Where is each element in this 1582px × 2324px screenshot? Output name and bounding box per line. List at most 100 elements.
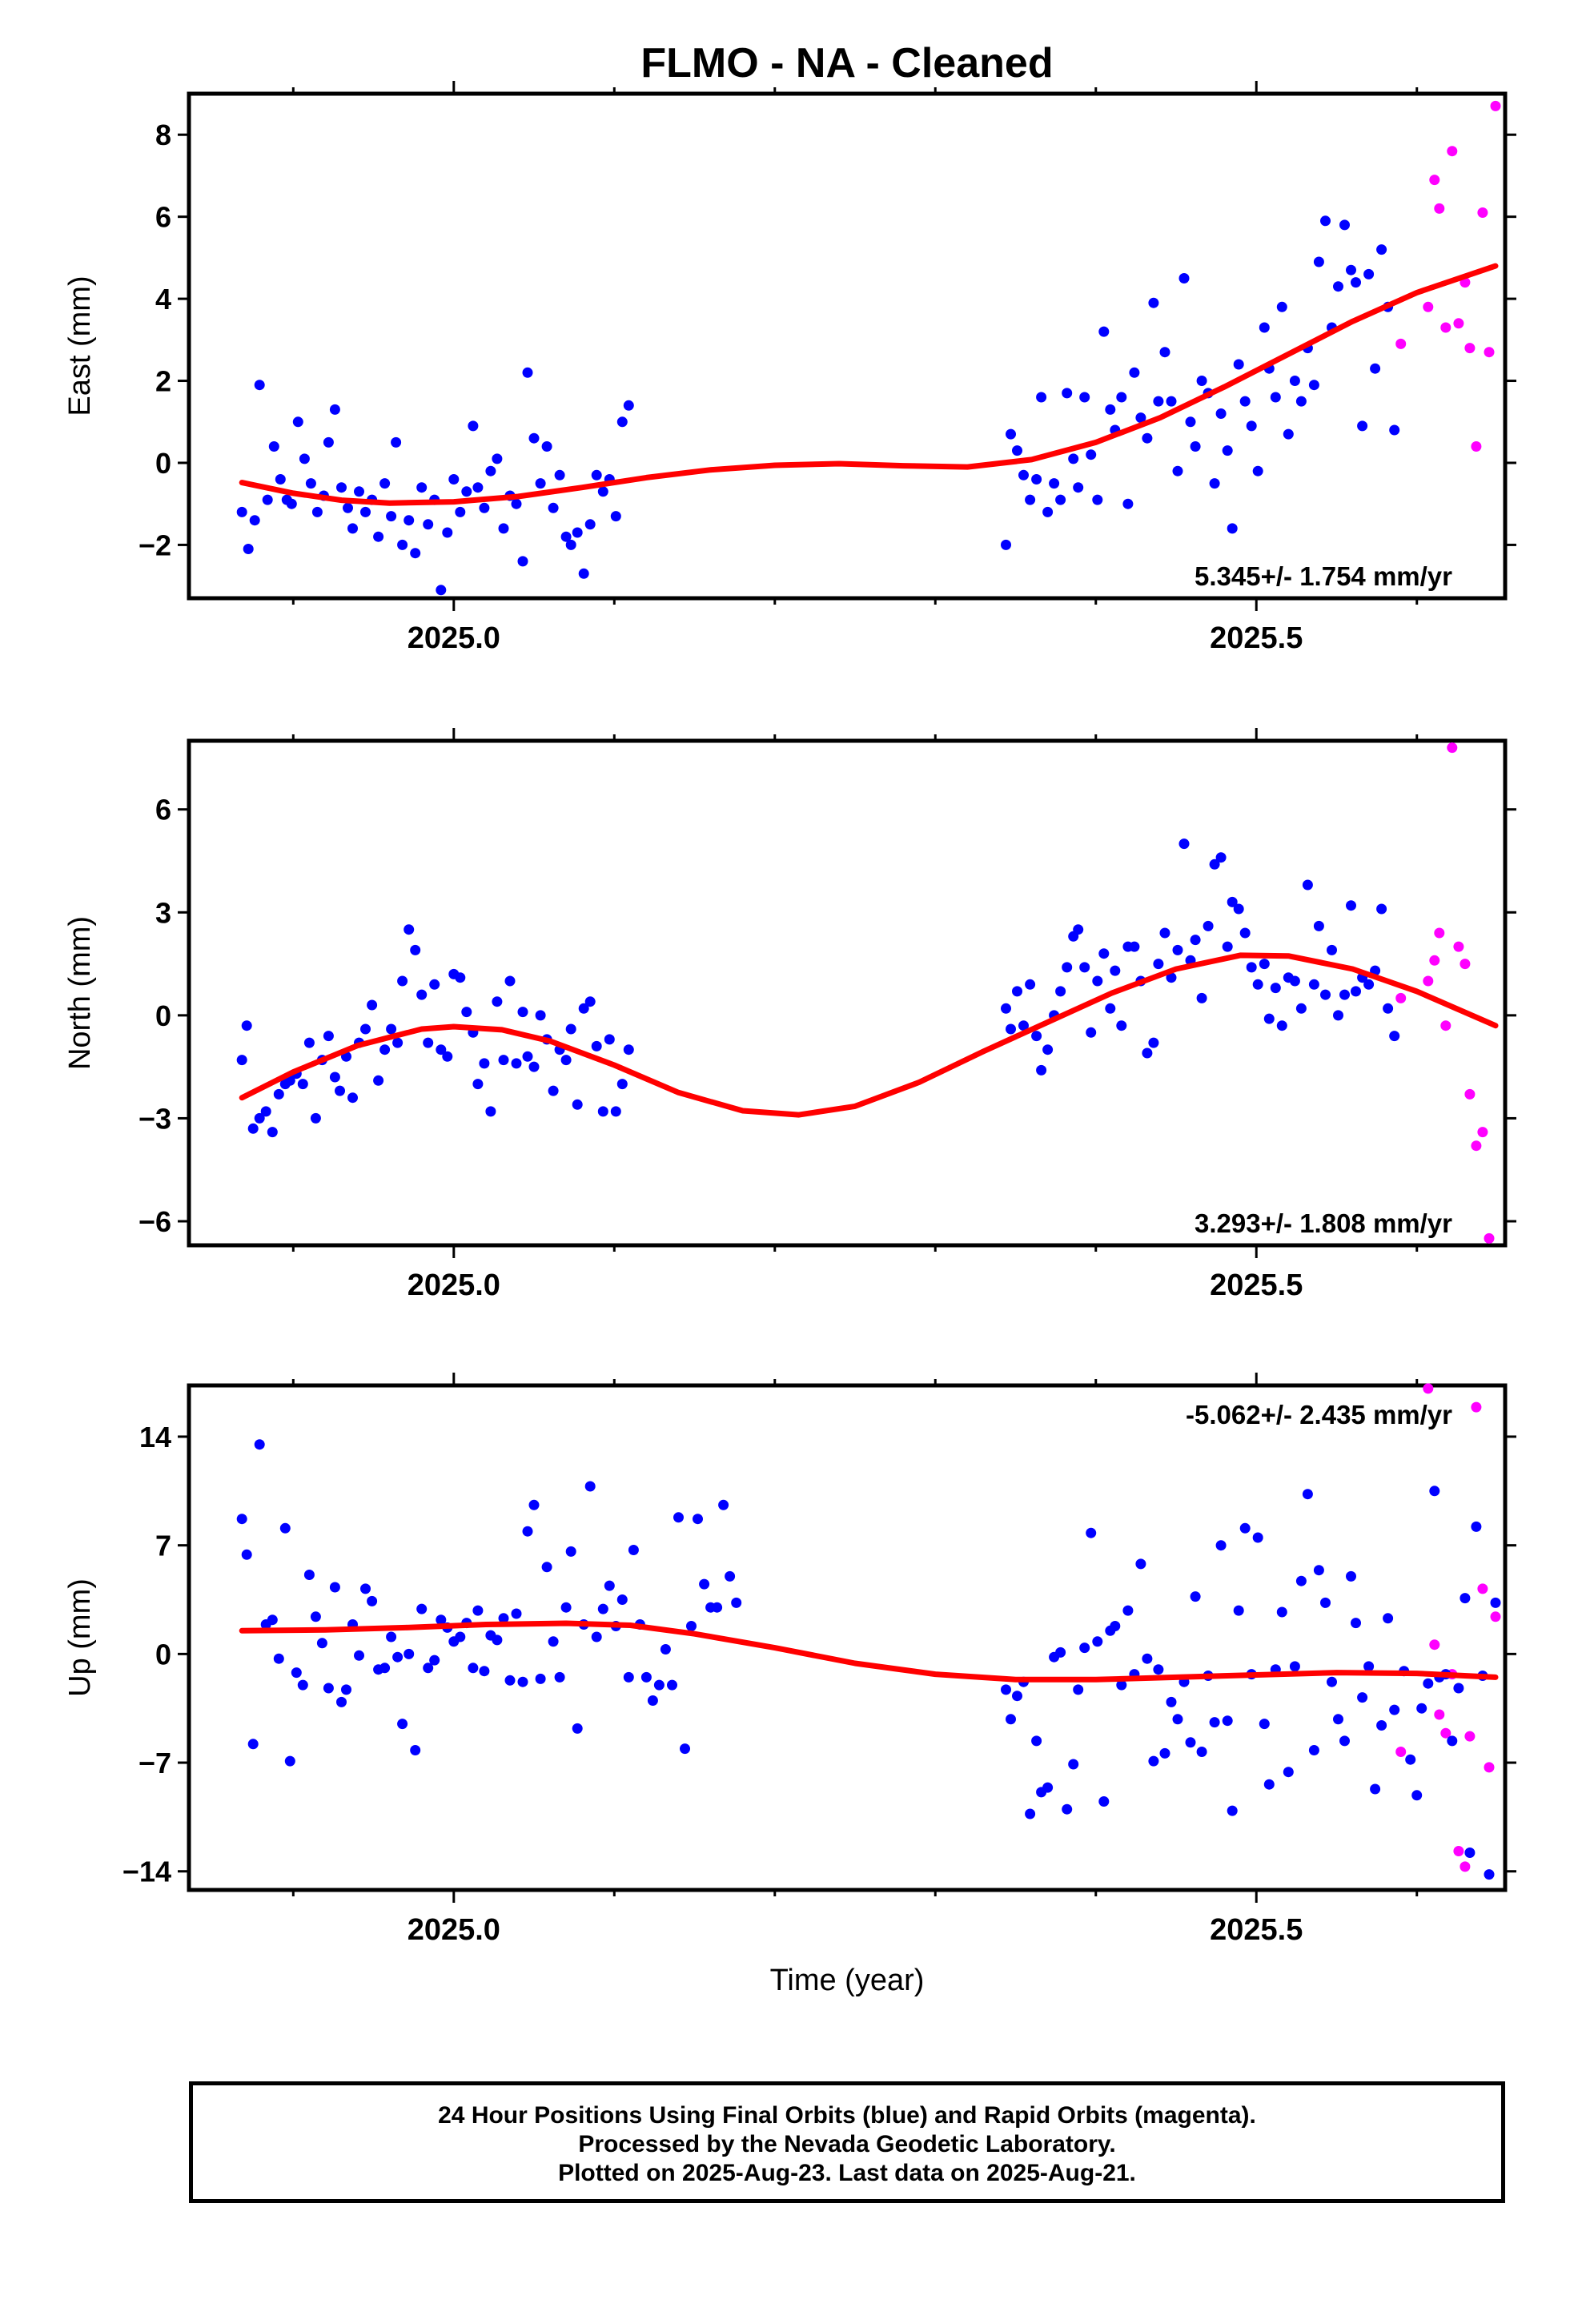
rapid-point — [1434, 203, 1445, 214]
final-point — [1031, 1031, 1042, 1042]
x-tick-label: 2025.0 — [408, 621, 500, 655]
rapid-point — [1464, 1731, 1476, 1742]
rapid-point — [1440, 1727, 1452, 1739]
final-point — [472, 482, 484, 493]
final-point — [1086, 449, 1097, 460]
final-point — [597, 1603, 608, 1614]
final-point — [410, 548, 421, 559]
final-point — [554, 469, 565, 480]
final-point — [1370, 363, 1381, 374]
x-tick-label: 2025.0 — [408, 1913, 500, 1947]
final-point — [1196, 376, 1207, 386]
final-point — [616, 416, 628, 428]
final-point — [1423, 1678, 1434, 1689]
final-point — [1389, 1704, 1400, 1715]
final-point — [1447, 1735, 1458, 1747]
final-point — [1068, 1759, 1079, 1770]
final-point — [731, 1597, 742, 1608]
final-point — [584, 519, 596, 530]
final-point — [572, 1099, 583, 1110]
final-point — [1376, 903, 1387, 915]
final-point — [1172, 465, 1183, 476]
fit-curve — [239, 952, 1499, 1118]
footer-line-2: Processed by the Nevada Geodetic Laborat… — [578, 2131, 1116, 2157]
final-point — [367, 1595, 378, 1606]
final-point — [498, 1055, 509, 1066]
final-point — [1351, 986, 1361, 997]
final-point — [725, 1570, 736, 1582]
final-point — [1018, 469, 1029, 480]
final-point — [373, 1075, 384, 1086]
final-point — [1012, 445, 1022, 456]
final-point — [623, 1671, 634, 1683]
final-point — [1484, 1869, 1495, 1880]
final-solutions — [236, 838, 1400, 1138]
final-point — [660, 1644, 671, 1655]
final-point — [416, 482, 428, 493]
final-point — [404, 924, 415, 935]
final-point — [1411, 1790, 1423, 1801]
rapid-point — [1464, 343, 1476, 354]
final-point — [1073, 924, 1084, 935]
final-point — [472, 1605, 484, 1616]
rapid-point — [1447, 742, 1458, 754]
final-point — [1178, 273, 1190, 283]
final-point — [360, 1023, 371, 1035]
rapid-point — [1471, 1140, 1482, 1152]
final-point — [1129, 367, 1140, 378]
final-point — [1012, 1691, 1022, 1702]
rapid-point — [1484, 1762, 1495, 1773]
y-tick-label: −2 — [139, 529, 171, 561]
final-point — [367, 999, 378, 1011]
final-point — [1196, 1747, 1207, 1757]
final-point — [1185, 1737, 1196, 1748]
final-point — [303, 1570, 315, 1580]
final-point — [591, 1040, 602, 1051]
final-point — [572, 527, 583, 538]
final-point — [1357, 420, 1368, 432]
final-point — [560, 1055, 572, 1066]
x-tick-label: 2025.5 — [1210, 1269, 1303, 1302]
final-point — [392, 1651, 404, 1663]
final-point — [1263, 1779, 1275, 1790]
final-point — [1313, 1565, 1324, 1576]
final-point — [284, 1755, 295, 1767]
final-point — [354, 486, 364, 497]
y-tick-label: 0 — [155, 999, 171, 1032]
final-point — [1276, 1606, 1287, 1618]
final-point — [429, 979, 440, 990]
final-point — [472, 1079, 484, 1090]
plot-frame — [187, 738, 1508, 1248]
final-point — [1464, 1848, 1476, 1858]
final-point — [1471, 1521, 1482, 1532]
final-point — [1092, 1636, 1103, 1647]
final-point — [273, 1088, 284, 1100]
y-tick-label: 14 — [139, 1421, 171, 1454]
final-point — [1185, 416, 1196, 428]
final-point — [1308, 1745, 1319, 1755]
final-point — [1129, 941, 1140, 952]
rapid-point — [1490, 100, 1501, 111]
final-point — [254, 1439, 265, 1450]
final-point — [1246, 420, 1257, 432]
rapid-point — [1453, 1846, 1464, 1856]
rapid-point — [1453, 318, 1464, 329]
final-point — [485, 1106, 496, 1117]
final-point — [1327, 1676, 1337, 1687]
final-point — [292, 416, 303, 428]
final-point — [410, 944, 421, 955]
final-point — [528, 1061, 540, 1072]
final-point — [554, 1671, 565, 1683]
final-point — [455, 506, 466, 517]
final-point — [379, 478, 391, 489]
final-point — [1098, 948, 1110, 959]
final-point — [236, 1055, 247, 1066]
final-point — [291, 1667, 302, 1679]
final-point — [1246, 962, 1257, 973]
final-point — [1105, 1003, 1116, 1014]
final-point — [1363, 979, 1375, 990]
final-point — [397, 539, 408, 550]
final-point — [1049, 478, 1060, 489]
final-point — [1166, 972, 1177, 983]
